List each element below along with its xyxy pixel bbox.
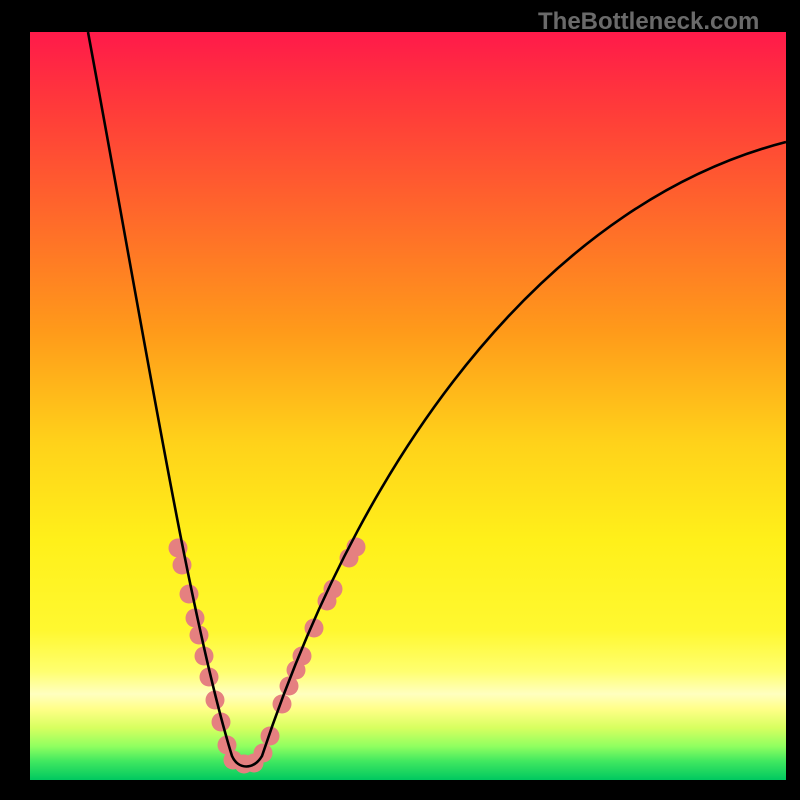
gradient-rect <box>30 32 786 780</box>
chart-container: { "canvas": { "width": 800, "height": 80… <box>0 0 800 800</box>
curve-marker <box>180 585 199 604</box>
border-bottom <box>0 780 800 800</box>
chart-background <box>0 0 800 800</box>
chart-svg <box>0 0 800 800</box>
border-left <box>0 0 30 800</box>
border-right <box>786 0 800 800</box>
watermark-text: TheBottleneck.com <box>538 8 759 36</box>
